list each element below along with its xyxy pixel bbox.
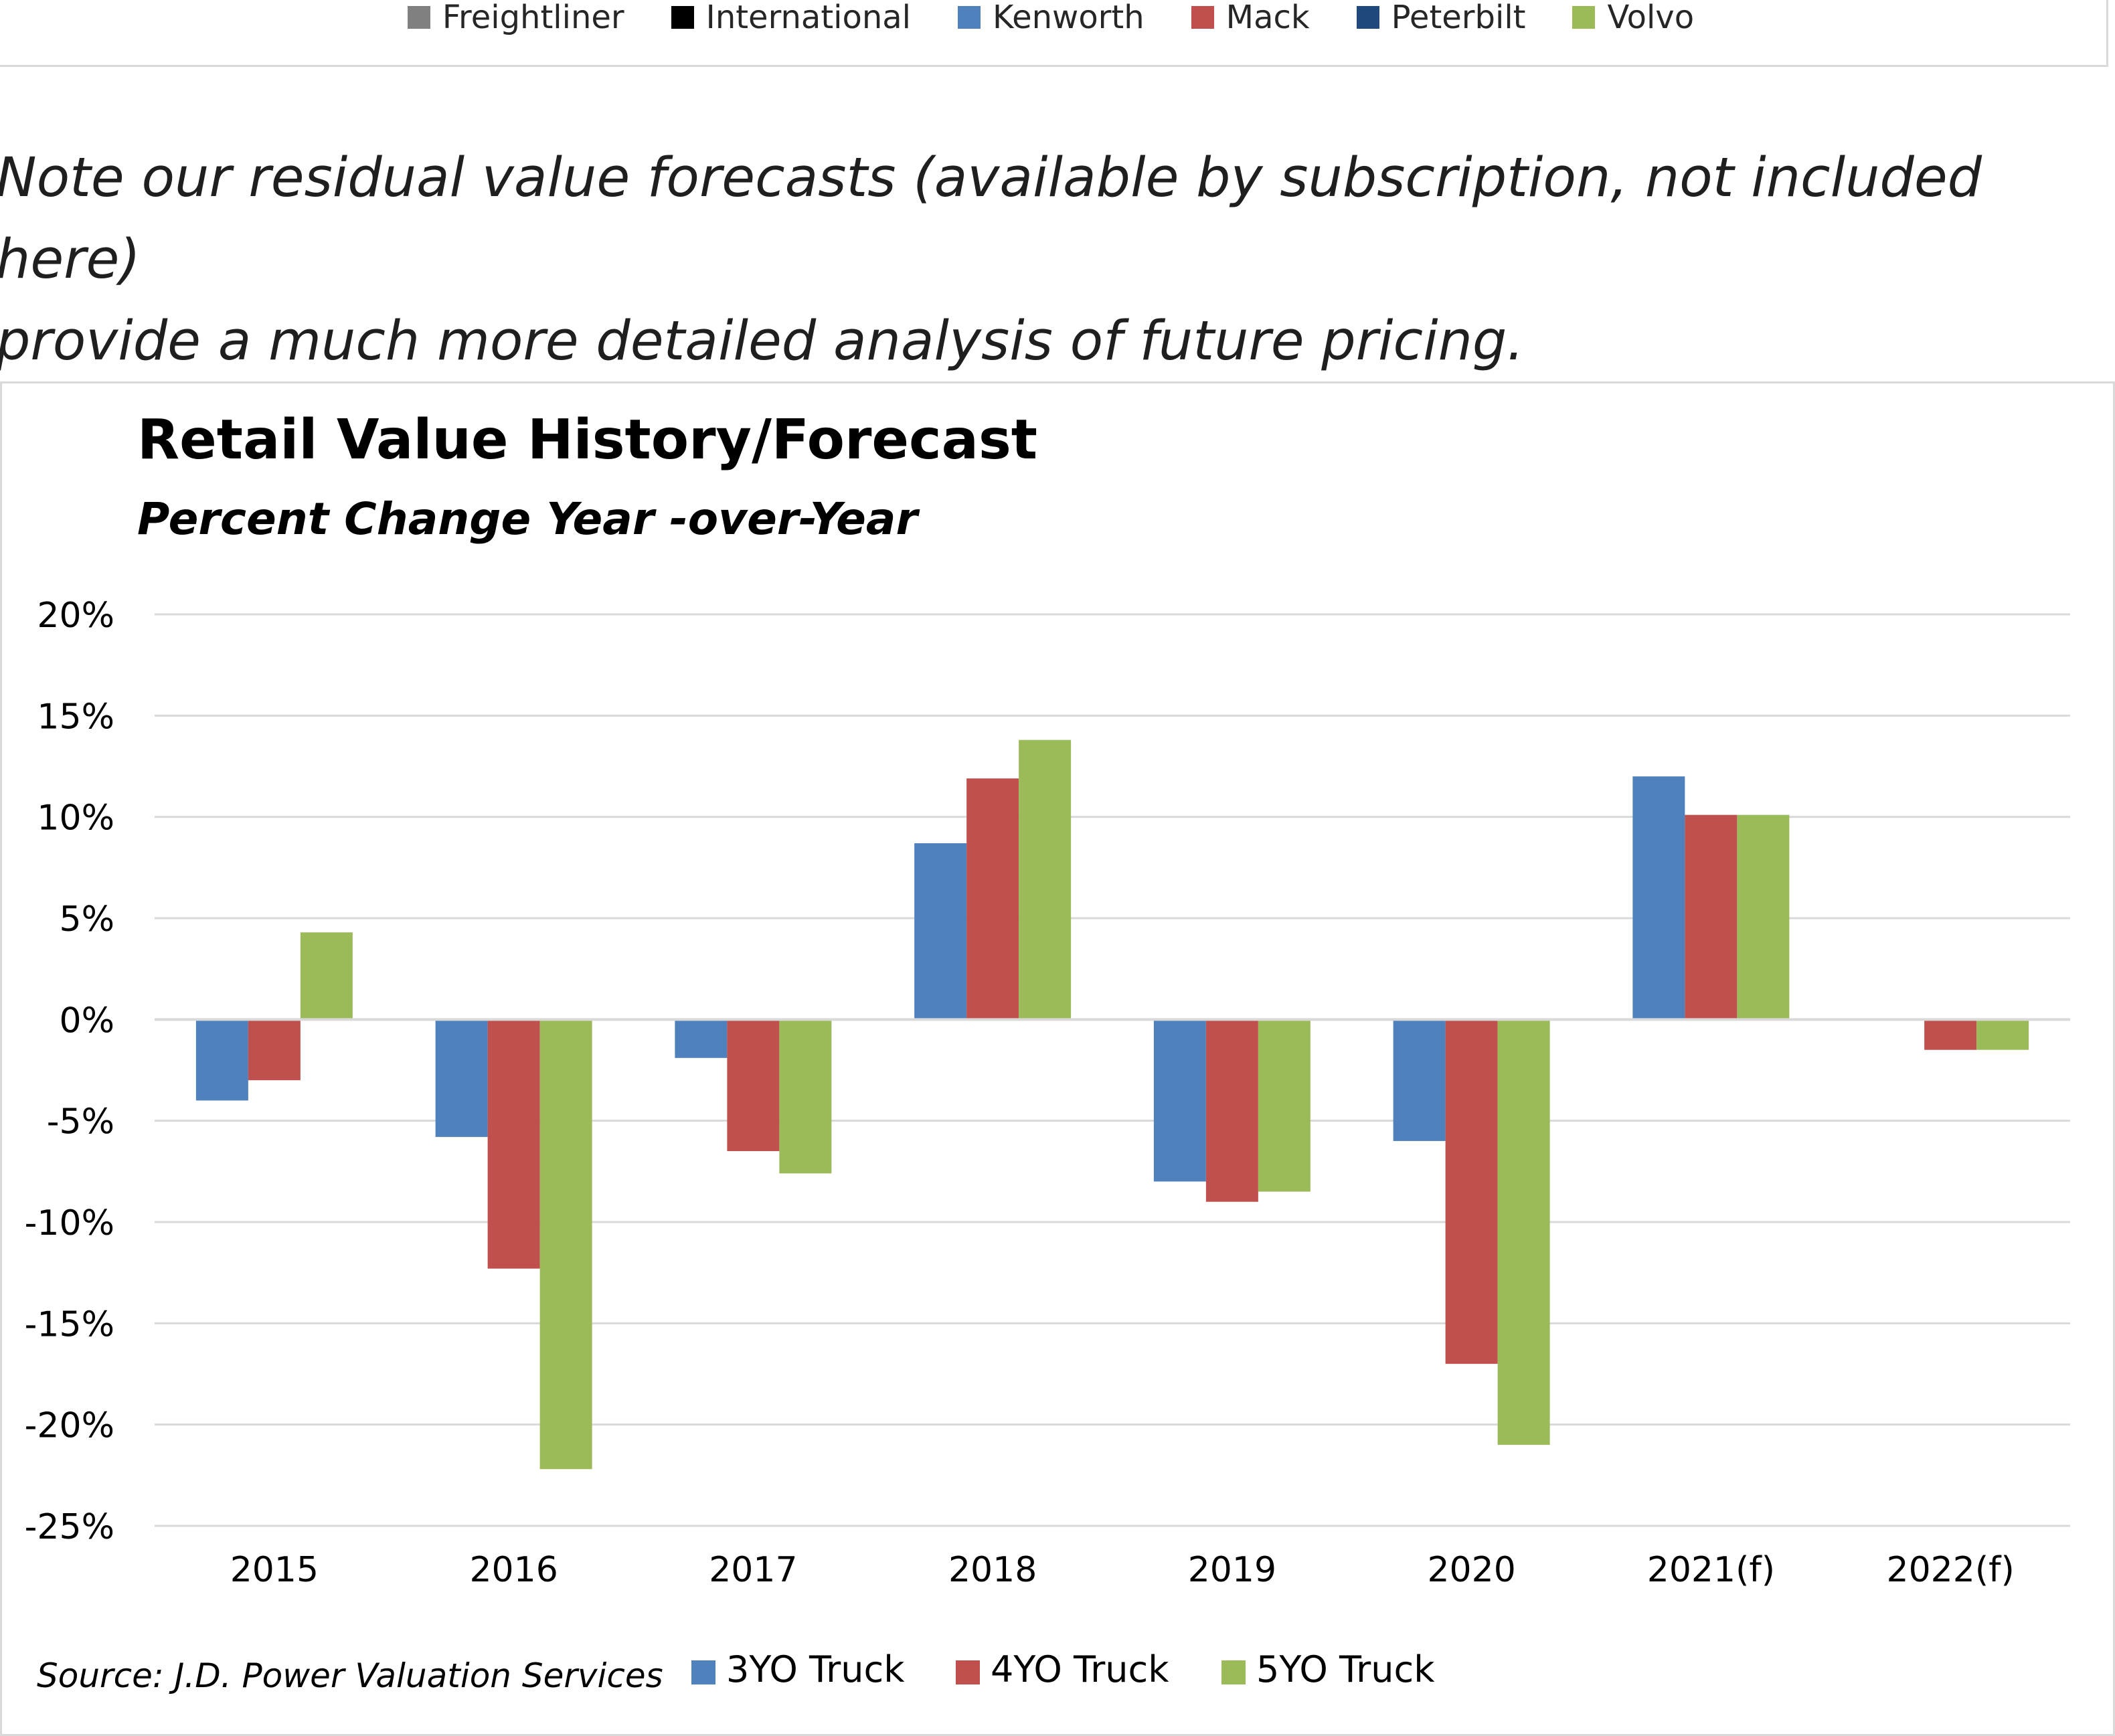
source-note: Source: J.D. Power Valuation Services: [37, 1656, 663, 1695]
bar: [727, 1019, 780, 1152]
bar: [779, 1019, 832, 1174]
bar: [1258, 1019, 1310, 1192]
legend-swatch: [1572, 6, 1596, 29]
legend-swatch: [958, 6, 981, 29]
legend-swatch: [1191, 6, 1214, 29]
top-legend-label: Freightliner: [442, 0, 624, 36]
top-legend-label: Kenworth: [993, 0, 1145, 36]
bar: [1445, 1019, 1498, 1364]
legend-item: 3YO Truck: [691, 1648, 905, 1690]
top-legend-item: Volvo: [1572, 0, 1694, 36]
bars: [195, 740, 2029, 1470]
y-tick-label: 5%: [60, 899, 115, 940]
chart-panel: Retail Value History/Forecast Percent Ch…: [0, 381, 2115, 1736]
legend-item: 4YO Truck: [956, 1648, 1169, 1690]
top-legend-item: Kenworth: [958, 0, 1145, 36]
y-tick-label: -15%: [25, 1304, 114, 1344]
bar: [1497, 1019, 1550, 1445]
top-legend-label: International: [705, 0, 912, 36]
category-group: [675, 1019, 832, 1174]
bar: [966, 778, 1019, 1020]
bar: [1924, 1019, 1977, 1050]
legend-swatch: [956, 1660, 980, 1684]
note-line-1: Note our residual value forecasts (avail…: [0, 147, 1982, 291]
retail-value-chart: Retail Value History/Forecast Percent Ch…: [25, 408, 2070, 1695]
category-group: [1924, 1019, 2029, 1050]
top-legend: Freightliner International Kenworth Mack Pet…: [0, 0, 2106, 36]
x-tick-label: 2017: [709, 1550, 797, 1590]
y-tick-label: -25%: [25, 1507, 114, 1547]
y-tick-label: -5%: [47, 1102, 114, 1142]
bar: [914, 843, 967, 1020]
top-legend-label: Mack: [1225, 0, 1310, 36]
bar: [487, 1019, 540, 1269]
category-group: [435, 1019, 592, 1470]
category-group: [914, 740, 1072, 1020]
y-tick-label: 10%: [37, 798, 114, 839]
legend-swatch: [1221, 1660, 1246, 1684]
bar: [1205, 1019, 1258, 1202]
category-group: [1153, 1019, 1310, 1202]
y-tick-label: 20%: [37, 596, 114, 636]
bar: [248, 1019, 301, 1081]
chart-title: Retail Value History/Forecast: [137, 408, 1037, 472]
bar: [1685, 814, 1738, 1020]
bar: [435, 1019, 488, 1137]
bar: [195, 1019, 248, 1101]
legend-swatch: [407, 6, 430, 29]
bar: [1976, 1019, 2029, 1050]
note-line-2: provide a much more detailed analysis of…: [0, 310, 1525, 373]
top-legend-item: Peterbilt: [1356, 0, 1526, 36]
y-tick-label: 0%: [60, 1001, 115, 1041]
chart-subtitle: Percent Change Year -over-Year: [137, 493, 920, 545]
top-legend-label: Volvo: [1607, 0, 1695, 36]
x-axis: 2015 2016 2017 2018 2019 2020 2021(f) 2022(f): [230, 1550, 2015, 1590]
legend-label: 3YO Truck: [726, 1648, 905, 1690]
x-tick-label: 2016: [469, 1550, 558, 1590]
x-tick-label: 2022(f): [1887, 1550, 2015, 1590]
y-tick-label: 15%: [37, 697, 114, 737]
note-text: Note our residual value forecasts (avail…: [0, 137, 2084, 382]
bar: [539, 1019, 592, 1470]
y-axis: 20% 15% 10% 5% 0% -5% -10% -15% -20% -25%: [25, 596, 114, 1547]
x-tick-label: 2020: [1427, 1550, 1515, 1590]
legend-swatch: [1356, 6, 1379, 29]
legend-label: 4YO Truck: [991, 1648, 1169, 1690]
top-legend-item: Mack: [1191, 0, 1310, 36]
bar: [1153, 1019, 1206, 1182]
top-legend-item: International: [671, 0, 911, 36]
category-group: [1393, 1019, 1550, 1445]
legend-item: 5YO Truck: [1221, 1648, 1435, 1690]
legend-swatch: [671, 6, 694, 29]
bar: [1393, 1019, 1446, 1141]
bar: [300, 932, 353, 1020]
legend-swatch: [691, 1660, 715, 1684]
category-group: [195, 932, 353, 1101]
bar: [1632, 776, 1685, 1020]
legend-label: 5YO Truck: [1256, 1648, 1435, 1690]
bar: [1737, 814, 1790, 1020]
category-group: [1632, 776, 1790, 1020]
top-legend-label: Peterbilt: [1391, 0, 1526, 36]
x-tick-label: 2019: [1188, 1550, 1276, 1590]
bar: [675, 1019, 728, 1058]
chart-legend: 3YO Truck 4YO Truck 5YO Truck: [691, 1648, 1435, 1690]
x-tick-label: 2018: [948, 1550, 1037, 1590]
bar: [1019, 740, 1072, 1020]
y-tick-label: -10%: [25, 1203, 114, 1243]
y-tick-label: -20%: [25, 1406, 114, 1446]
x-tick-label: 2015: [230, 1550, 319, 1590]
top-legend-panel: Freightliner International Kenworth Mack Pet…: [0, 0, 2108, 67]
top-legend-item: Freightliner: [407, 0, 624, 36]
x-tick-label: 2021(f): [1647, 1550, 1775, 1590]
